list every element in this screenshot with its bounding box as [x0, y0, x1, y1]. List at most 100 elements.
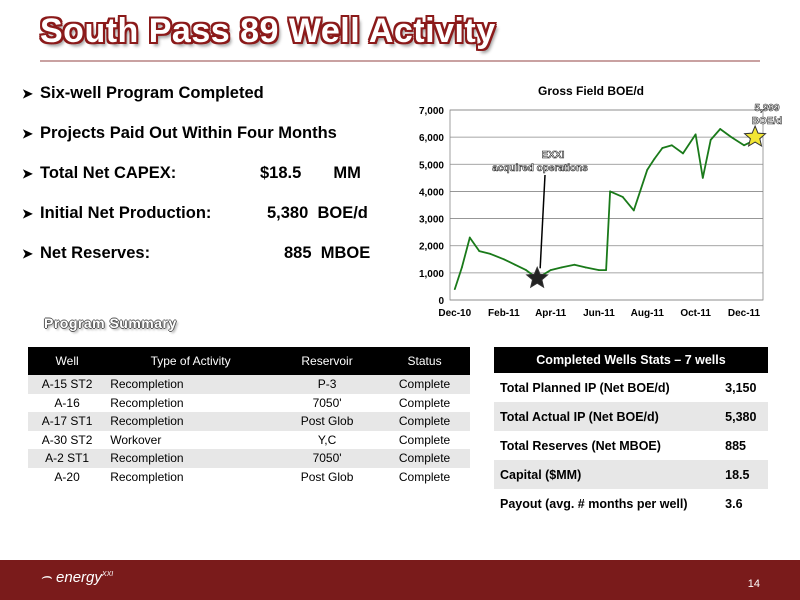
y-tick-label: 1,000 — [419, 269, 444, 280]
bullet-label: Total Net CAPEX: — [40, 164, 177, 182]
data-point — [468, 236, 471, 239]
stats-title: Completed Wells Stats – 7 wells — [494, 347, 768, 373]
data-point — [549, 269, 552, 272]
bullet-item: ➤ Net Reserves: 885 MBOE — [22, 244, 382, 284]
reservoir-cell: P-3 — [275, 375, 380, 394]
data-point — [478, 250, 481, 253]
data-point — [701, 176, 704, 179]
bullet-label: Net Reserves: — [40, 244, 151, 262]
activity-cell: Recompletion — [110, 469, 184, 484]
data-point — [670, 144, 673, 147]
reservoir-cell: Post Glob — [300, 469, 354, 484]
status-cell: Complete — [398, 432, 451, 447]
reservoir-cell: Post Glob — [275, 412, 380, 431]
bullet-label: Six-well Program Completed — [40, 84, 264, 102]
table-row: A-16 Recompletion 7050' Complete — [28, 394, 470, 413]
table-row: A-15 ST2 Recompletion P-3 Complete — [28, 375, 470, 394]
activity-cell: Recompletion — [110, 395, 184, 410]
arrow-bullet-icon: ➤ — [22, 246, 33, 261]
status-cell: Complete — [398, 395, 451, 410]
table-row: Payout (avg. # months per well) 3.6 — [494, 489, 768, 518]
star-marker-icon — [743, 124, 767, 148]
table-header-row: Well Type of Activity Reservoir Status — [28, 347, 470, 375]
table-row: Total Actual IP (Net BOE/d) 5,380 — [494, 402, 768, 431]
column-header: Reservoir — [275, 347, 380, 375]
stat-label: Total Reserves (Net MBOE) — [500, 438, 661, 453]
activity-cell: Recompletion — [106, 375, 275, 394]
table-row: Total Reserves (Net MBOE) 885 — [494, 431, 768, 460]
data-point — [453, 288, 456, 291]
data-point — [584, 266, 587, 269]
data-point — [560, 266, 563, 269]
data-point — [514, 263, 516, 266]
data-point — [646, 168, 649, 171]
activity-cell: Recompletion — [106, 412, 275, 431]
table-row: A-2 ST1 Recompletion 7050' Complete — [28, 449, 470, 468]
data-point — [709, 138, 712, 141]
stat-value: 18.5 — [719, 460, 768, 489]
data-point — [525, 269, 527, 272]
x-tick-label: Oct-11 — [680, 308, 711, 319]
data-point — [502, 258, 505, 261]
annotation-label: EXXI — [542, 150, 565, 161]
x-tick-label: Feb-11 — [488, 308, 520, 319]
y-tick-label: 3,000 — [419, 215, 444, 226]
stat-value: 3,150 — [725, 380, 757, 395]
status-cell: Complete — [379, 449, 470, 468]
data-point — [598, 269, 600, 272]
stat-value: 5,380 — [719, 402, 768, 431]
logo-superscript: XXI — [101, 571, 114, 578]
table-header-row: Completed Wells Stats – 7 wells — [494, 347, 768, 373]
data-point — [730, 136, 733, 139]
y-tick-label: 2,000 — [419, 242, 444, 253]
production-chart: Gross Field BOE/d 0 1,000 2,000 3,000 4,000 5… — [419, 84, 783, 319]
data-point — [573, 263, 576, 266]
data-point — [609, 190, 611, 193]
status-cell: Complete — [379, 375, 470, 394]
wells-stats-table: Completed Wells Stats – 7 wells Total Pl… — [494, 347, 768, 518]
well-cell: A-20 — [54, 469, 80, 484]
plot-frame — [449, 109, 764, 301]
star-marker-icon — [525, 265, 549, 289]
data-point — [621, 195, 624, 198]
series-line — [453, 128, 760, 290]
slide-title: South Pass 89 Well Activity — [40, 12, 496, 50]
table-row: A-20 Recompletion Post Glob Complete — [28, 468, 470, 487]
y-tick-label: 5,000 — [419, 160, 444, 171]
arrow-bullet-icon: ➤ — [22, 206, 33, 221]
bullet-list: ➤ Six-well Program Completed ➤ Projects … — [22, 84, 382, 284]
data-point — [719, 128, 722, 130]
stat-label: Payout (avg. # months per well) — [500, 496, 688, 511]
title-divider — [40, 60, 760, 62]
well-cell: A-16 — [54, 395, 80, 410]
activity-cell: Recompletion — [106, 449, 275, 468]
data-point — [682, 152, 684, 155]
table-row: A-30 ST2 Workover Y,C Complete — [28, 431, 470, 450]
reservoir-cell: Y,C — [317, 432, 337, 447]
bullet-item: ➤ Projects Paid Out Within Four Months — [22, 124, 382, 164]
stat-label: Total Actual IP (Net BOE/d) — [494, 402, 720, 431]
stat-value: 885 — [725, 438, 747, 453]
logo-swoosh-icon: ⌢ — [40, 566, 52, 586]
annotation-label: acquired operations — [492, 163, 588, 174]
status-cell: Complete — [398, 469, 451, 484]
stat-label: Capital ($MM) — [494, 460, 720, 489]
x-tick-label: Dec-11 — [728, 308, 761, 319]
data-point — [632, 209, 635, 212]
stat-value: 3.6 — [725, 496, 743, 511]
column-header: Well — [28, 347, 107, 375]
table-row: A-17 ST1 Recompletion Post Glob Complete — [28, 412, 470, 431]
stat-label: Total Planned IP (Net BOE/d) — [500, 380, 670, 395]
annotation-label: BOE/d — [752, 116, 783, 127]
chart-container: Gross Field BOE/d 0 1,000 2,000 3,000 4,000 5… — [395, 78, 790, 328]
x-tick-label: Apr-11 — [535, 308, 567, 319]
reservoir-cell: 7050' — [275, 449, 380, 468]
arrow-bullet-icon: ➤ — [22, 86, 33, 101]
logo-text: energy — [56, 569, 102, 586]
table-row: Capital ($MM) 18.5 — [494, 460, 768, 489]
footer-bar — [0, 560, 800, 600]
capex-value: $18.5 MM — [260, 164, 361, 182]
company-logo: ⌢ energyXXI — [40, 566, 113, 587]
bullet-item: ➤ Six-well Program Completed — [22, 84, 382, 124]
annotation-arrow — [539, 174, 546, 269]
